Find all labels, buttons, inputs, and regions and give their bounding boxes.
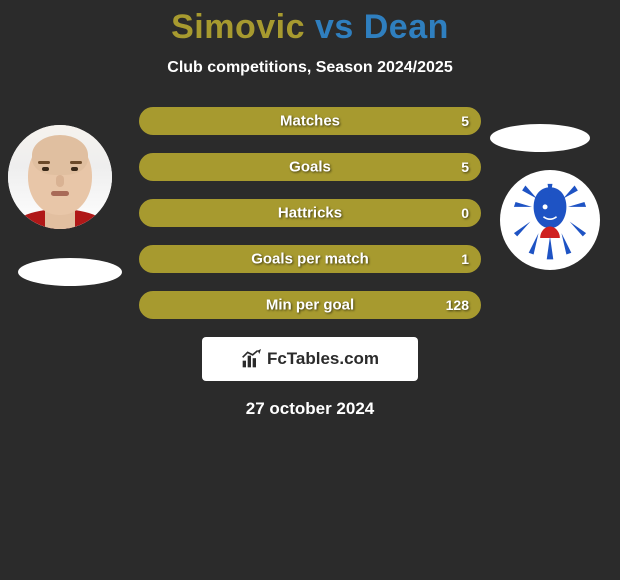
player-face-icon bbox=[8, 125, 112, 229]
player-right-avatar bbox=[500, 170, 600, 270]
stat-row: Matches 5 bbox=[139, 107, 481, 135]
page-title: Simovic vs Dean bbox=[0, 0, 620, 47]
stat-row: Min per goal 128 bbox=[139, 291, 481, 319]
stat-right-value: 128 bbox=[446, 297, 469, 313]
stat-rows: Matches 5 Goals 5 Hattricks 0 Goals per match 1… bbox=[139, 107, 481, 319]
stat-row: Goals 5 bbox=[139, 153, 481, 181]
stat-row: Hattricks 0 bbox=[139, 199, 481, 227]
date-text: 27 october 2024 bbox=[0, 399, 620, 419]
fctables-badge[interactable]: FcTables.com bbox=[202, 337, 418, 381]
stat-right-value: 5 bbox=[461, 159, 469, 175]
stat-label: Hattricks bbox=[278, 205, 342, 222]
stat-row: Goals per match 1 bbox=[139, 245, 481, 273]
player-left-avatar bbox=[8, 125, 112, 229]
stat-label: Min per goal bbox=[266, 297, 354, 314]
team-left-badge bbox=[18, 258, 122, 286]
stat-right-value: 5 bbox=[461, 113, 469, 129]
chief-head-icon bbox=[509, 179, 591, 261]
stat-right-value: 1 bbox=[461, 251, 469, 267]
barchart-icon bbox=[241, 349, 261, 369]
player-right-name: Dean bbox=[364, 8, 449, 46]
stat-label: Goals per match bbox=[251, 251, 369, 268]
stat-right-value: 0 bbox=[461, 205, 469, 221]
subtitle: Club competitions, Season 2024/2025 bbox=[0, 59, 620, 77]
team-right-badge bbox=[490, 124, 590, 152]
badge-text: FcTables.com bbox=[267, 349, 379, 369]
player-left-name: Simovic bbox=[171, 8, 305, 46]
stat-label: Matches bbox=[280, 113, 340, 130]
stat-label: Goals bbox=[289, 159, 331, 176]
vs-text: vs bbox=[315, 8, 354, 46]
